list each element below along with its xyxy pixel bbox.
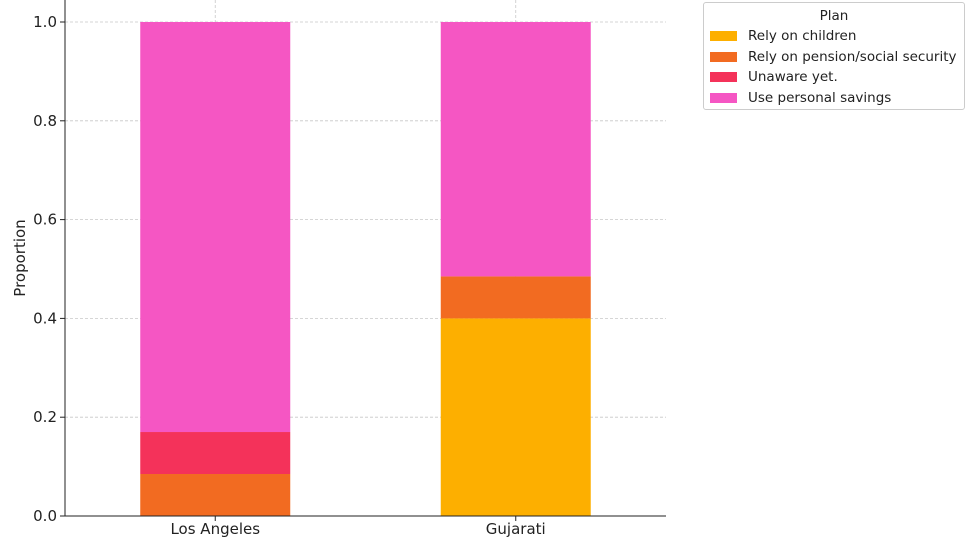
legend-swatch xyxy=(710,92,737,103)
legend-swatch xyxy=(710,72,737,83)
legend-item: Use personal savings xyxy=(710,88,958,109)
legend-label: Rely on children xyxy=(748,28,857,45)
x-ticks: Los Angeles Gujarati xyxy=(170,516,546,538)
y-tick-label: 0.6 xyxy=(33,211,57,229)
bar-segment xyxy=(140,474,291,516)
legend-item: Rely on pension/social security xyxy=(710,47,958,68)
legend-item: Rely on children xyxy=(710,26,958,47)
bar-segment xyxy=(140,22,291,433)
y-tick-label: 1.0 xyxy=(33,13,57,31)
legend-swatch xyxy=(710,51,737,62)
x-tick-label: Los Angeles xyxy=(170,520,260,538)
y-tick-label: 0.8 xyxy=(33,112,57,130)
y-tick-label: 0.2 xyxy=(33,408,57,426)
bar-segment xyxy=(440,318,591,516)
legend-swatch xyxy=(710,31,737,42)
legend-label: Use personal savings xyxy=(748,89,892,106)
bars xyxy=(140,22,591,516)
x-tick-label: Gujarati xyxy=(486,520,546,538)
bar-segment xyxy=(140,432,291,475)
legend-item: Unaware yet. xyxy=(710,67,958,88)
legend-title: Plan xyxy=(819,8,849,24)
bar-segment xyxy=(440,22,591,277)
y-axis-label: Proportion xyxy=(11,219,29,296)
legend-label: Rely on pension/social security xyxy=(748,48,957,65)
legend-items: Rely on children Rely on pension/social s… xyxy=(710,26,958,108)
legend: Plan Rely on children Rely on pension/soc… xyxy=(703,2,965,110)
axes xyxy=(64,0,666,517)
bar-segment xyxy=(440,276,591,319)
y-ticks: 0.0 0.2 0.4 0.6 0.8 1.0 xyxy=(33,13,65,525)
y-tick-label: 0.4 xyxy=(33,309,57,327)
y-tick-label: 0.0 xyxy=(33,507,57,525)
legend-label: Unaware yet. xyxy=(748,69,838,86)
